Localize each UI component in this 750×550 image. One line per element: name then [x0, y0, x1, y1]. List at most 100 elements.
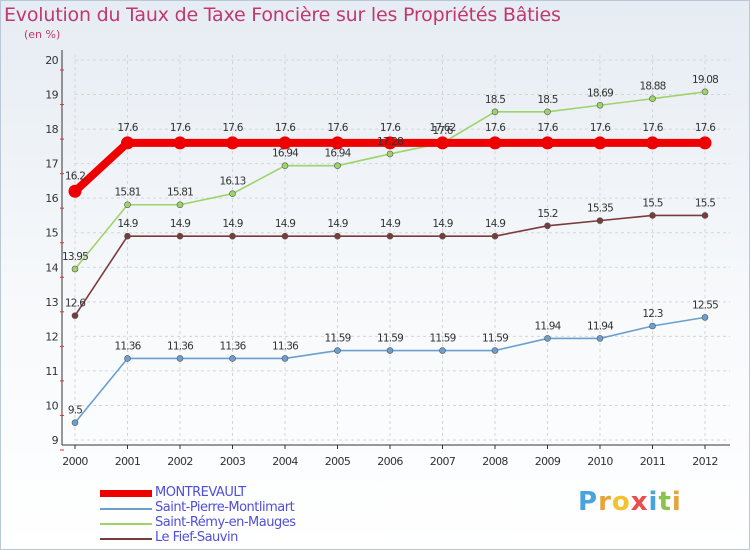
x-tick-label: 2008	[482, 455, 508, 468]
legend: MONTREVAULT Saint-Pierre-Montlimart Sain…	[100, 485, 340, 546]
data-label: 14.9	[170, 218, 190, 230]
data-label: 16.13	[219, 176, 245, 188]
data-point	[383, 136, 397, 150]
data-label: 13.95	[62, 251, 88, 263]
data-label: 9.5	[68, 405, 82, 417]
data-label: 15.35	[587, 203, 613, 215]
data-point	[701, 212, 709, 219]
x-tick-label: 2006	[377, 455, 403, 468]
data-label: 11.59	[429, 333, 455, 345]
data-point	[334, 162, 341, 170]
x-tick-label: 2009	[535, 455, 561, 468]
data-point	[71, 312, 79, 319]
data-label: 11.36	[272, 340, 299, 352]
data-point	[436, 136, 449, 150]
y-tick-label: 11	[45, 365, 58, 378]
data-point	[176, 232, 184, 240]
data-point	[701, 88, 709, 96]
legend-item-le-fief-sauvin[interactable]: Le Fief-Sauvin	[100, 530, 340, 546]
legend-item-saint-pierre-montlimart[interactable]: Saint-Pierre-Montlimart	[100, 500, 340, 516]
series-line	[72, 138, 705, 195]
data-point	[331, 136, 344, 150]
data-label: 15.2	[537, 208, 557, 220]
data-point	[386, 232, 394, 240]
x-tick-label: 2011	[640, 455, 666, 468]
legend-label-saint-pierre-montlimart: Saint-Pierre-Montlimart	[155, 500, 295, 515]
data-point	[334, 232, 341, 240]
data-point	[596, 335, 604, 342]
legend-swatch-saint-remy-en-mauges	[100, 523, 152, 525]
legend-item-montrevault[interactable]: MONTREVAULT	[100, 485, 340, 501]
data-point	[68, 184, 82, 198]
data-point	[229, 355, 236, 362]
x-tick-label: 2010	[587, 455, 613, 468]
y-tick-label: 16	[45, 192, 58, 205]
data-point	[646, 136, 659, 150]
data-point	[278, 136, 292, 150]
data-point	[544, 108, 551, 116]
data-point	[176, 201, 184, 209]
legend-label-saint-remy-en-mauges: Saint-Rémy-en-Mauges	[155, 515, 296, 530]
data-point	[281, 162, 289, 170]
data-label: 17.6	[642, 122, 663, 134]
data-label: 15.5	[695, 197, 715, 209]
data-point	[226, 136, 239, 150]
legend-swatch-saint-pierre-montlimart	[100, 508, 152, 510]
data-label: 11.59	[324, 333, 350, 345]
data-label: 17.6	[537, 122, 558, 134]
data-label: 17.6	[695, 122, 716, 134]
data-point	[229, 232, 236, 240]
data-label: 14.9	[117, 218, 137, 230]
data-point	[649, 212, 656, 219]
y-tick-label: 19	[45, 89, 58, 102]
data-label: 17.62	[429, 122, 455, 134]
chart-subtitle: (en %)	[24, 28, 61, 41]
data-point	[544, 335, 551, 342]
data-point	[649, 322, 656, 330]
logo-letter: i	[671, 487, 682, 517]
data-label: 11.36	[114, 340, 141, 352]
data-label: 16.94	[324, 148, 351, 160]
data-label: 18.69	[587, 87, 613, 99]
data-label: 17.6	[222, 122, 243, 134]
legend-label-montrevault: MONTREVAULT	[155, 485, 246, 500]
data-point	[544, 222, 551, 230]
data-point	[593, 136, 607, 150]
data-label: 17.6	[275, 122, 296, 134]
x-tick-label: 2002	[167, 455, 193, 468]
data-label: 12.3	[642, 308, 662, 320]
legend-item-saint-remy-en-mauges[interactable]: Saint-Rémy-en-Mauges	[100, 515, 340, 531]
data-point	[491, 347, 499, 354]
data-point	[596, 101, 604, 109]
x-tick-label: 2004	[272, 455, 298, 468]
data-point	[386, 347, 394, 354]
data-point	[124, 355, 131, 362]
y-tick-label: 18	[45, 123, 58, 136]
data-point	[176, 355, 184, 362]
data-point	[541, 136, 554, 150]
data-label: 15.81	[167, 187, 193, 199]
data-label: 15.5	[642, 197, 662, 209]
data-point	[701, 314, 709, 321]
data-label: 14.9	[432, 218, 452, 230]
data-point	[488, 136, 502, 150]
data-label: 14.9	[222, 218, 242, 230]
data-point	[281, 232, 289, 240]
data-label: 12.6	[65, 298, 86, 310]
data-point	[334, 347, 341, 354]
data-point	[281, 355, 289, 362]
data-point	[229, 190, 236, 197]
data-point	[439, 232, 446, 240]
data-label: 17.28	[377, 136, 403, 148]
data-label: 17.6	[432, 125, 453, 137]
data-label: 11.94	[587, 320, 614, 332]
data-label: 11.36	[219, 340, 246, 352]
logo-letter: P	[578, 487, 599, 517]
data-label: 17.6	[117, 122, 138, 134]
data-label: 17.6	[380, 122, 401, 134]
data-label: 11.94	[534, 320, 561, 332]
y-tick-label: 17	[45, 158, 58, 171]
data-label: 12.55	[692, 299, 718, 311]
